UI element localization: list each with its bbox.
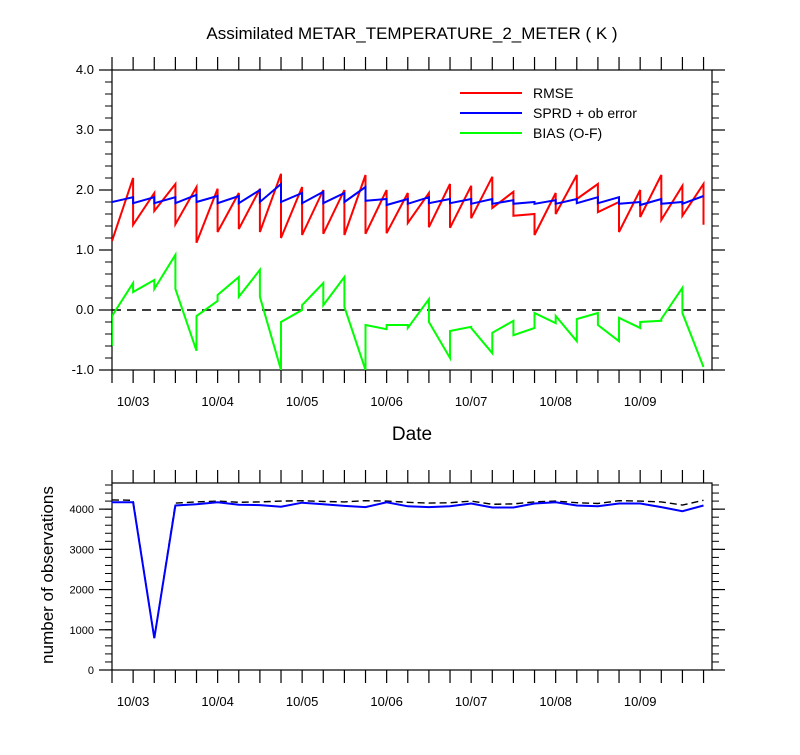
series-line-rmse	[112, 173, 705, 244]
y-tick-label: 4.0	[76, 62, 94, 77]
series-line-sprd-ob-error	[112, 181, 704, 207]
legend: RMSE SPRD + ob error BIAS (O-F)	[460, 85, 637, 141]
top-plot-frame	[111, 69, 713, 371]
x-tick-label: 10/06	[370, 694, 403, 709]
x-tick-label: 10/07	[455, 394, 488, 409]
y-tick-label: 4000	[70, 504, 94, 516]
y-axis-label-observations: number of observations	[38, 486, 57, 664]
legend-label: SPRD + ob error	[533, 105, 637, 121]
top-plot-area: 10/03 10/04 10/05 10/06 10/07 10/08 10/09 -1.0 0…	[72, 57, 725, 409]
x-axis-label: Date	[392, 424, 432, 445]
legend-label: BIAS (O-F)	[533, 125, 602, 141]
y-tick-label: 2.0	[76, 182, 94, 197]
y-tick-label: 3000	[70, 544, 94, 556]
x-tick-label: 10/04	[201, 694, 234, 709]
y-tick-label: 0	[88, 665, 94, 677]
x-tick-label: 10/05	[286, 694, 319, 709]
x-tick-label: 10/07	[455, 694, 488, 709]
x-tick-label: 10/03	[117, 694, 150, 709]
x-tick-label: 10/05	[286, 394, 319, 409]
x-tick-label: 10/08	[539, 694, 572, 709]
series-line-possible	[112, 499, 704, 638]
series-line-assimilated	[112, 501, 704, 639]
y-tick-label: 2000	[70, 585, 94, 597]
x-tick-label: 10/09	[624, 394, 657, 409]
y-tick-label: 1000	[70, 625, 94, 637]
x-tick-label: 10/08	[539, 394, 572, 409]
x-tick-label: 10/03	[117, 394, 150, 409]
series-line-bias-o-f	[112, 251, 705, 370]
x-tick-label: 10/09	[624, 694, 657, 709]
y-tick-label: 1.0	[76, 242, 94, 257]
y-tick-label: 0.0	[76, 302, 94, 317]
y-tick-label: 3.0	[76, 122, 94, 137]
legend-label: RMSE	[533, 85, 573, 101]
top-plot-series	[112, 173, 712, 370]
chart-title: Assimilated METAR_TEMPERATURE_2_METER ( …	[206, 24, 617, 43]
bottom-plot-area: 10/03 10/04 10/05 10/06 10/07 10/08 10/09 0 1000…	[70, 470, 725, 709]
y-tick-label: -1.0	[72, 362, 94, 377]
x-tick-label: 10/04	[201, 394, 234, 409]
bottom-plot-frame	[111, 482, 713, 671]
bottom-plot-series	[112, 499, 704, 639]
x-tick-label: 10/06	[370, 394, 403, 409]
